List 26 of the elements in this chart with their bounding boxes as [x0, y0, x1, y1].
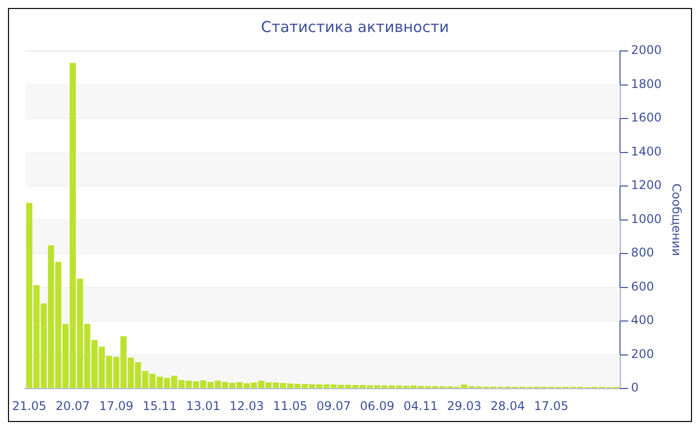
x-tick-label: 06.09	[360, 398, 394, 413]
chart-title: Статистика активности	[261, 18, 449, 36]
y-tick-label: 1600	[631, 110, 662, 125]
y-tick-label: 200	[631, 346, 654, 361]
y-tick-label: 1000	[631, 212, 662, 226]
x-tick-label: 28.04	[490, 398, 525, 413]
y-tick-label: 1400	[631, 144, 662, 158]
y-tick-label: 0	[631, 380, 639, 395]
x-tick-label: 21.05	[12, 398, 46, 413]
y-tick-label: 1800	[631, 76, 662, 91]
x-tick-label: 04.11	[404, 398, 438, 413]
y-tick-label: 400	[631, 313, 654, 328]
x-tick-label: 09.07	[316, 398, 351, 413]
y-tick-label: 1200	[631, 178, 662, 192]
y-tick-label: 600	[631, 279, 654, 294]
x-tick-label: 13.01	[186, 398, 220, 413]
x-tick-label: 15.11	[142, 398, 177, 413]
x-tick-label: 20.07	[56, 398, 90, 413]
x-tick-label: 11.05	[273, 398, 308, 413]
x-tick-label: 12.03	[230, 398, 264, 413]
y-axis-title: Сообщении	[670, 184, 684, 256]
x-tick-label: 17.05	[534, 398, 568, 413]
x-tick-label: 17.09	[99, 398, 134, 413]
x-tick-label: 29.03	[447, 398, 482, 413]
y-tick-label: 800	[631, 246, 654, 260]
y-tick-label: 2000	[631, 43, 662, 58]
